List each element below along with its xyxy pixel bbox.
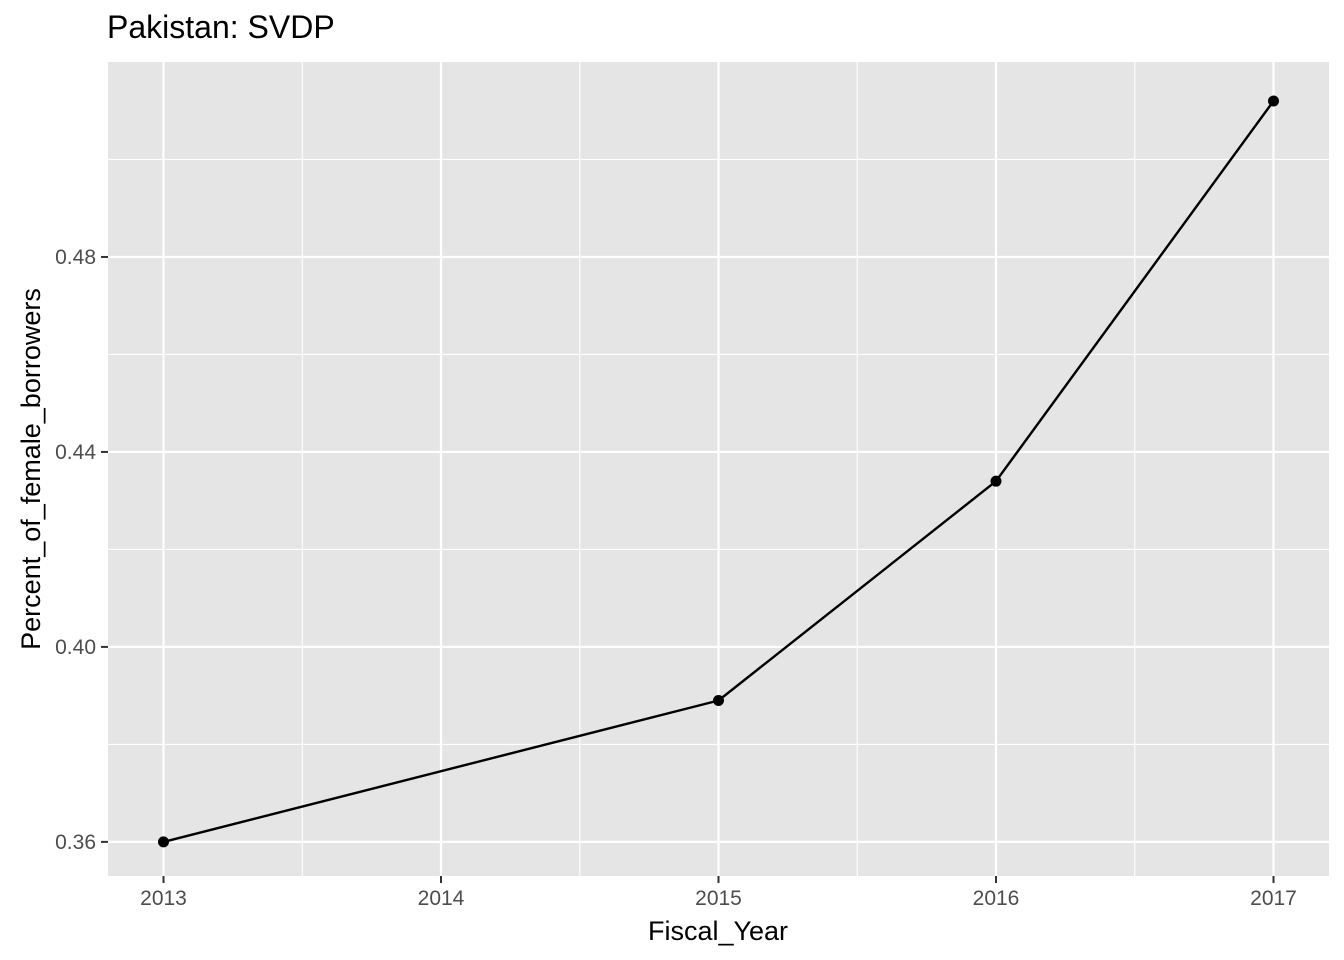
y-tick-label: 0.36: [55, 831, 96, 854]
chart-title: Pakistan: SVDP: [107, 9, 335, 45]
y-tick-label: 0.48: [55, 246, 96, 269]
data-point: [713, 695, 724, 707]
data-point: [158, 836, 169, 848]
x-axis-title: Fiscal_Year: [648, 916, 788, 946]
x-tick-label: 2016: [973, 887, 1020, 910]
data-point: [1268, 95, 1279, 107]
y-axis: 0.36 0.40 0.44 0.48: [55, 246, 108, 854]
x-axis: 2013 2014 2015 2016 2017: [140, 876, 1297, 910]
y-axis-title: Percent_of_female_borrowers: [16, 288, 46, 650]
x-tick-label: 2017: [1250, 887, 1297, 910]
y-tick-label: 0.40: [55, 636, 96, 659]
data-point: [990, 475, 1002, 487]
x-tick-label: 2014: [418, 887, 465, 910]
series-line: [163, 100, 1275, 844]
x-tick-label: 2015: [695, 887, 742, 910]
y-tick-label: 0.44: [55, 441, 96, 464]
series: [158, 95, 1279, 848]
x-tick-label: 2013: [140, 887, 187, 910]
grid-major: [108, 62, 1329, 876]
